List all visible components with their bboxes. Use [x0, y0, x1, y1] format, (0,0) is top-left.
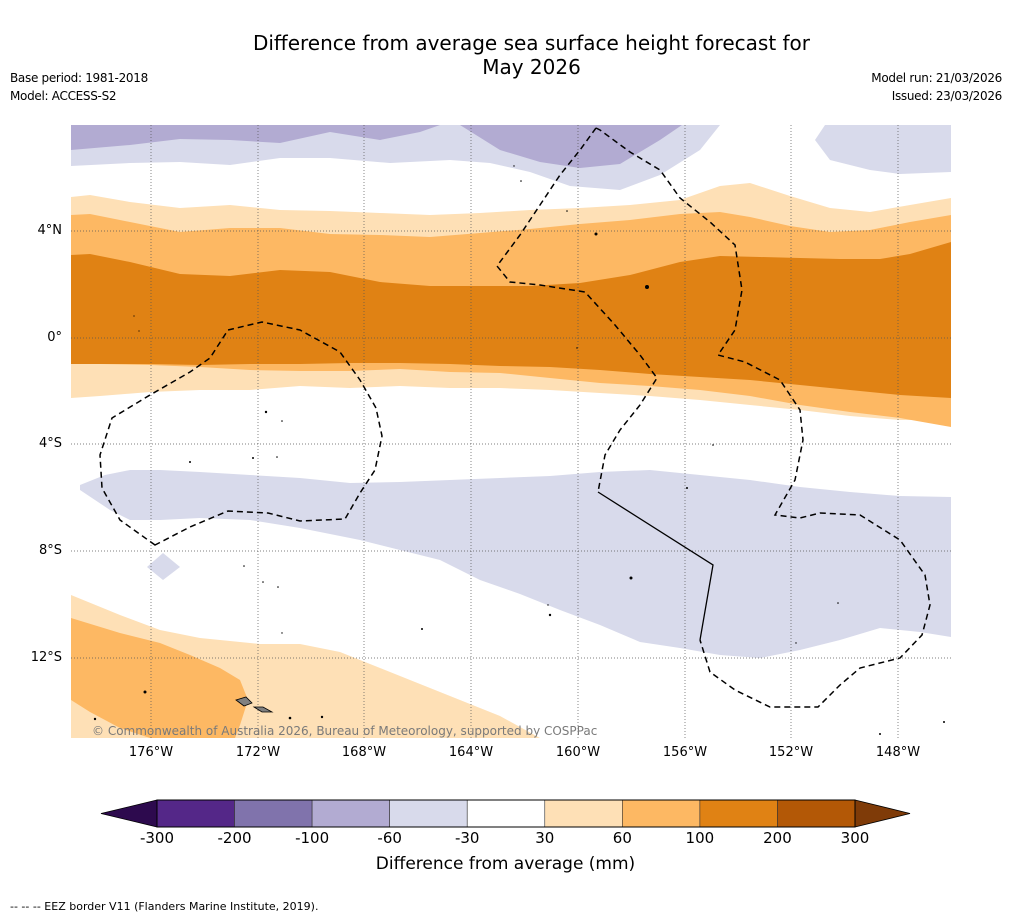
base-period: Base period: 1981-2018: [10, 71, 148, 85]
colorbar-tick-label: 60: [612, 829, 632, 847]
colorbar-label: Difference from average (mm): [375, 854, 636, 874]
colorbar-tick-label: 30: [535, 829, 555, 847]
contour-m100-m60-north: [71, 125, 682, 168]
meta-right: Model run: 21/03/2026 Issued: 23/03/2026: [871, 69, 1002, 105]
contour-m60-m30-south: [80, 470, 951, 658]
contour-m60-m30-north: [71, 125, 951, 190]
lat-tick-label: 4°S: [38, 436, 62, 451]
contour-m60-m30-small: [147, 553, 180, 580]
colorbar-segment: [389, 799, 468, 828]
eez-kiribati-phoenix: [595, 127, 931, 708]
colorbar-tick-label: -300: [139, 829, 175, 847]
lat-tick-label: 12°S: [30, 650, 62, 665]
lon-tick-label: 156°W: [662, 745, 708, 760]
eez-borders: [99, 127, 931, 708]
eez-solid-segment: [597, 491, 714, 641]
title-line-2: May 2026: [482, 55, 581, 79]
gridlines: [71, 125, 951, 738]
issued-date: Issued: 23/03/2026: [891, 89, 1003, 103]
model-run: Model run: 21/03/2026: [871, 71, 1002, 85]
lon-tick-label: 160°W: [555, 745, 601, 760]
colorbar-segment: [544, 799, 623, 828]
colorbar-tick-label: 100: [685, 829, 715, 847]
colorbar-segment: [234, 799, 313, 828]
island-upolu: [235, 696, 253, 707]
meta-left: Base period: 1981-2018 Model: ACCESS-S2: [10, 69, 148, 105]
chart-title: Difference from average sea surface heig…: [0, 31, 1011, 79]
eez-footnote: -- -- -- EEZ border V11 (Flanders Marine…: [10, 900, 319, 913]
lat-tick-label: 0°: [47, 330, 62, 345]
colorbar-segments: [100, 799, 911, 828]
colorbar-segment: [699, 799, 778, 828]
colorbar-extend-low: [100, 799, 158, 828]
eez-solid-border: [597, 491, 714, 641]
colorbar-segment: [777, 799, 856, 828]
copyright-notice: © Commonwealth of Australia 2026, Bureau…: [92, 724, 598, 738]
colorbar-extend-high: [854, 799, 911, 828]
lon-tick-label: 176°W: [128, 745, 174, 760]
colorbar-outline: [156, 799, 856, 828]
lon-tick-label: 152°W: [768, 745, 814, 760]
colorbar-segment: [156, 799, 235, 828]
colorbar-segment: [311, 799, 390, 828]
contour-p60-p100-southwest: [71, 618, 248, 738]
small-islands: [93, 165, 945, 735]
lon-tick-label: 148°W: [875, 745, 921, 760]
colorbar-tick-label: -30: [454, 829, 480, 847]
colorbar-tick-label: 300: [840, 829, 870, 847]
lon-tick-label: 168°W: [341, 745, 387, 760]
colorbar-tick-label: -200: [217, 829, 252, 847]
colorbar-segment: [466, 799, 546, 828]
title-line-1: Difference from average sea surface heig…: [252, 31, 811, 55]
model-name: Model: ACCESS-S2: [10, 89, 117, 103]
islands: [93, 165, 945, 735]
colorbar-tick-label: -100: [295, 829, 330, 847]
colorbar-tick-label: 200: [763, 829, 792, 847]
island-savaii: [252, 706, 274, 713]
lat-tick-label: 4°N: [37, 223, 63, 238]
lat-tick-label: 8°S: [38, 543, 62, 558]
colorbar-tick-label: -60: [377, 829, 402, 847]
colorbar-segment: [622, 799, 701, 828]
eez-tuvalu-tokelau: [99, 321, 383, 546]
lon-tick-label: 172°W: [235, 745, 281, 760]
eez-kiribati-line-west: [496, 127, 658, 493]
lon-tick-label: 164°W: [448, 745, 494, 760]
